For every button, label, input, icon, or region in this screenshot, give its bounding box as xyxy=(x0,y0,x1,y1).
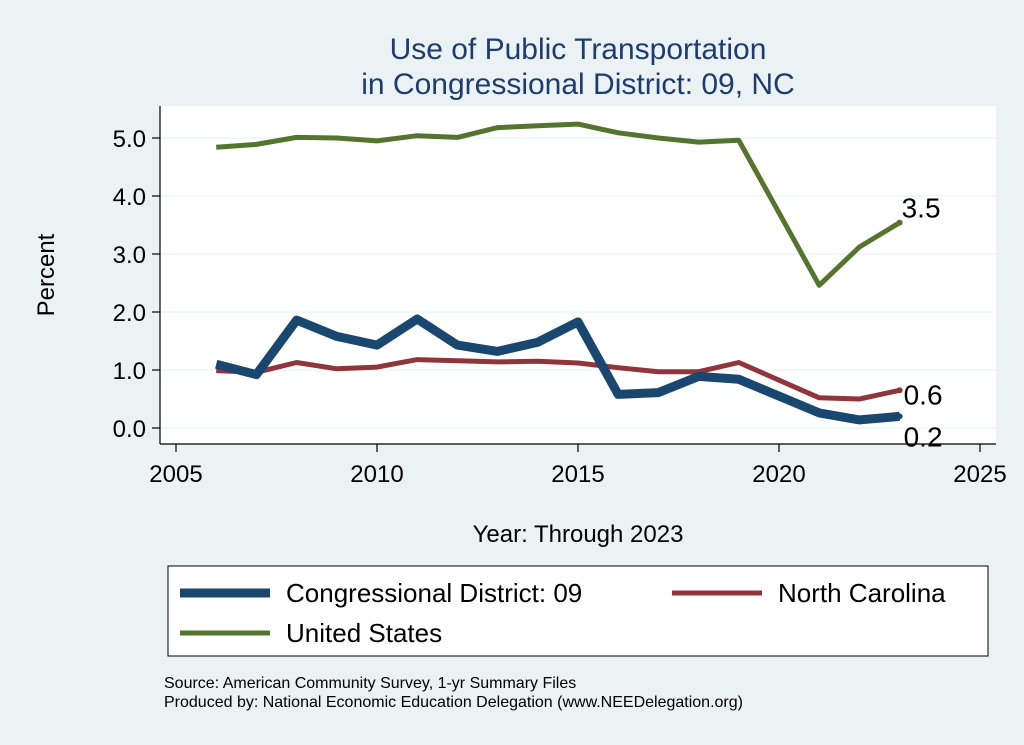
series-end-point-congressional-district-09 xyxy=(896,413,903,420)
legend-label-united-states: United States xyxy=(286,618,442,648)
y-tick-label-2: 2.0 xyxy=(113,300,146,327)
legend-label-north-carolina: North Carolina xyxy=(778,578,946,608)
legend-label-cd09: Congressional District: 09 xyxy=(286,578,582,608)
series-lines xyxy=(215,121,903,425)
plot-area xyxy=(160,106,996,444)
x-tick-label-3: 2020 xyxy=(752,461,805,488)
x-tick-label-1: 2010 xyxy=(350,461,403,488)
end-labels: 0.2 0.6 3.5 xyxy=(902,193,943,453)
axes: 0.0 1.0 2.0 3.0 4.0 5.0 2005 2010 2015 2020 2025 xyxy=(113,106,1007,488)
end-label-north-carolina: 0.6 xyxy=(904,379,943,410)
x-axis-title: Year: Through 2023 xyxy=(473,521,684,548)
producer-note: Produced by: National Economic Education… xyxy=(164,694,743,711)
y-tick-label-1: 1.0 xyxy=(113,358,146,385)
chart-title-line-1: Use of Public Transportation xyxy=(390,33,767,66)
source-note: Source: American Community Survey, 1-yr … xyxy=(164,675,576,692)
y-tick-label-0: 0.0 xyxy=(113,416,146,443)
x-tick-label-0: 2005 xyxy=(149,461,202,488)
series-end-point-united-states xyxy=(896,219,903,226)
series-line-united-states xyxy=(216,121,901,288)
series-line-north-carolina xyxy=(216,357,901,402)
x-tick-label-2: 2015 xyxy=(551,461,604,488)
x-tick-label-4: 2025 xyxy=(953,461,1006,488)
legend-box xyxy=(167,565,989,657)
y-axis-title: Percent xyxy=(33,233,60,316)
legend: Congressional District: 09 North Carolin… xyxy=(167,565,989,657)
end-label-united-states: 3.5 xyxy=(902,193,941,224)
series-line-congressional-district-09 xyxy=(215,314,900,425)
end-label-congressional-district-09: 0.2 xyxy=(904,421,943,452)
y-tick-label-5: 5.0 xyxy=(113,126,146,153)
series-end-point-north-carolina xyxy=(896,387,903,394)
y-tick-label-3: 3.0 xyxy=(113,242,146,269)
chart-title-line-2: in Congressional District: 09, NC xyxy=(361,68,795,101)
y-tick-label-4: 4.0 xyxy=(113,184,146,211)
